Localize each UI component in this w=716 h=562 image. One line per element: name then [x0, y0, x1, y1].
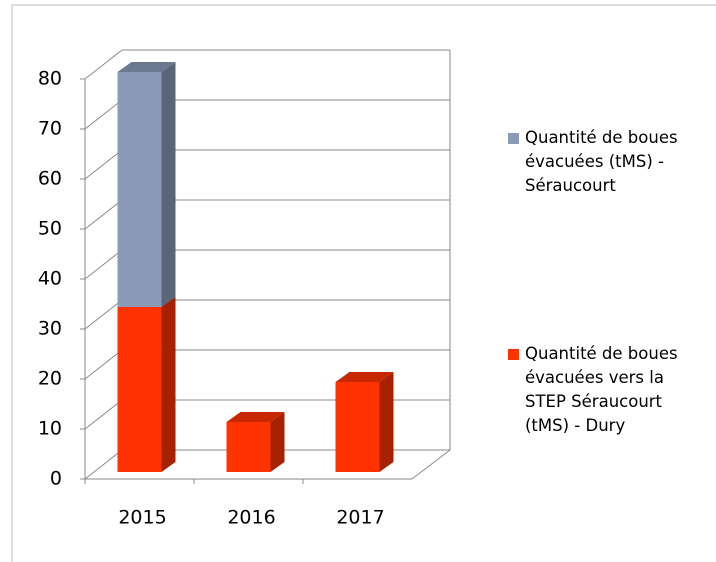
grid-line-side	[84, 299, 123, 330]
legend-label: Quantité de boues évacuées vers la STEP …	[525, 344, 678, 435]
y-tick-label: 10	[38, 418, 62, 440]
y-tick-label: 50	[38, 218, 62, 240]
grid-line-side	[84, 199, 123, 230]
bar-front	[117, 307, 162, 472]
x-tick-label: 2016	[227, 507, 275, 529]
bar-side	[161, 62, 176, 307]
grid-line-side	[84, 449, 123, 480]
y-tick-label: 60	[38, 168, 62, 190]
bar-top	[117, 62, 176, 72]
bar-front	[335, 382, 380, 472]
legend-swatch	[508, 349, 519, 360]
y-tick-label: 0	[50, 468, 62, 490]
grid-line-side	[84, 49, 123, 80]
bar-top	[335, 372, 394, 382]
legend-item: Quantité de boues évacuées vers la STEP …	[508, 342, 708, 438]
legend-swatch	[508, 133, 519, 144]
floor-right	[411, 449, 451, 480]
x-tick-label: 2017	[336, 507, 384, 529]
legend-item: Quantité de boues évacuées (tMS) - Sérau…	[508, 126, 708, 198]
y-tick-label: 30	[38, 318, 62, 340]
y-tick-label: 20	[38, 368, 62, 390]
y-tick-label: 40	[38, 268, 62, 290]
grid-line-side	[84, 349, 123, 380]
bar-front	[117, 72, 162, 307]
grid-line-side	[84, 149, 123, 180]
grid-line-side	[84, 399, 123, 430]
bar-side	[270, 412, 285, 472]
bar-side	[379, 372, 394, 472]
bar-top	[226, 412, 285, 422]
x-tick-label: 2015	[118, 507, 166, 529]
y-tick-label: 80	[38, 68, 62, 90]
bar-side	[161, 297, 176, 472]
frame	[11, 4, 716, 562]
grid-line-side	[84, 249, 123, 280]
grid-line-side	[84, 99, 123, 130]
legend-label: Quantité de boues évacuées (tMS) - Sérau…	[525, 128, 678, 195]
bar-front	[226, 422, 271, 472]
y-tick-label: 70	[38, 118, 62, 140]
